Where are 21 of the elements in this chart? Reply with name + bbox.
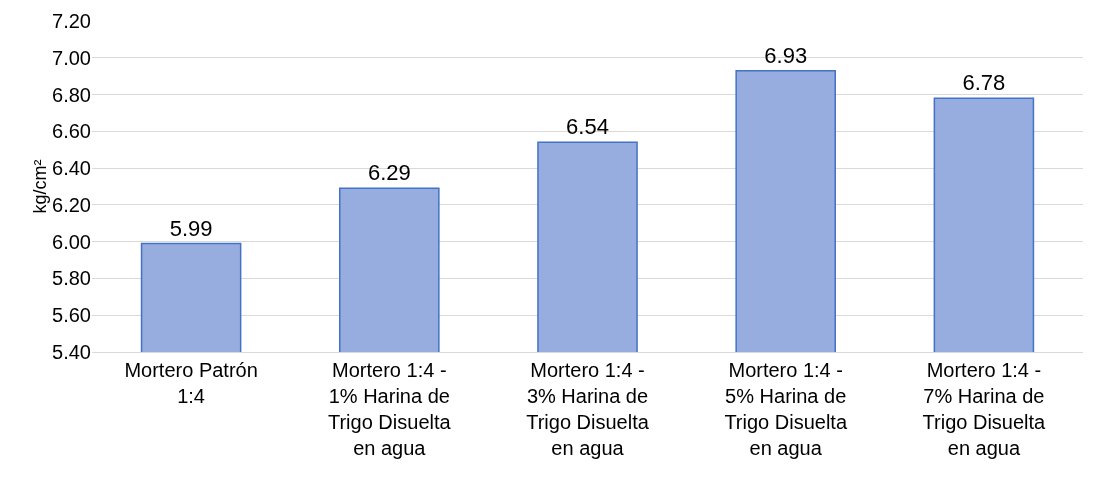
x-tick-label: Mortero 1:4 - 1% Harina de Trigo Disuelta en agua [327,359,452,459]
data-label: 6.29 [367,160,411,186]
y-axis-title: kg/cm² [30,159,50,214]
y-tick-label: 6.60 [52,120,91,143]
y-tick-label: 7.00 [52,46,91,69]
data-label: 5.99 [169,215,213,241]
y-tick-label: 6.00 [52,230,91,253]
y-tick-label: 6.40 [52,157,91,180]
y-tick-label: 5.40 [52,341,91,363]
data-label: 6.54 [566,114,609,140]
x-tick-label: Mortero 1:4 - 7% Harina de Trigo Disuelta en agua [922,359,1047,459]
y-tick-label: 5.60 [52,304,91,327]
x-tick-label: Mortero Patrón 1:4 [124,359,258,407]
data-label: 6.93 [764,42,808,68]
y-tick-label: 6.80 [52,83,91,106]
x-tick-label: Mortero 1:4 - 5% Harina de Trigo Disuelta en agua [724,359,848,459]
data-label: 6.78 [962,70,1006,96]
y-tick-label: 5.80 [52,267,91,290]
y-tick-label: 6.20 [52,193,91,216]
y-tick-label: 7.20 [52,10,91,32]
x-tick-label: Mortero 1:4 - 3% Harina de Trigo Disuelta en agua [526,359,650,459]
